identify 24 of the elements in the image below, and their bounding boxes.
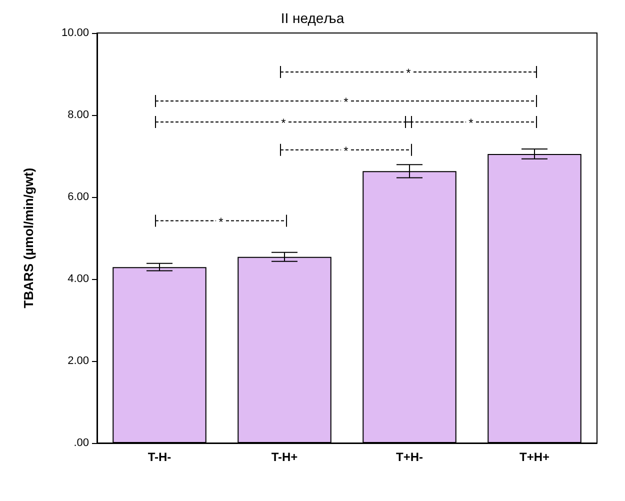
y-tick-label: 10.00 [61,27,89,39]
annotation: * [218,214,224,229]
significance-bracket: * [155,214,287,229]
annotation: * [281,116,286,130]
chart-title: II недеља [280,10,344,26]
x-tick-label: T+H- [396,450,424,464]
annotation: * [344,144,349,158]
annotation: * [406,66,412,80]
y-tick-label: .00 [74,437,89,449]
y-tick-label: 2.00 [68,355,89,367]
x-tick-label: T-H- [148,450,172,464]
annotation: * [344,95,349,110]
x-tick-label: T+H+ [519,450,550,464]
y-axis-title: TBARS (µmol/min/gwt) [21,168,36,308]
y-tick-label: 4.00 [68,273,89,285]
y-tick-label: 6.00 [68,191,89,203]
significance-bracket: * [280,65,537,80]
significance-bracket: * [405,115,537,130]
significance-bracket: * [280,143,412,158]
x-tick-label: T-H+ [271,450,298,464]
y-tick-label: 8.00 [68,109,89,121]
annotation: * [468,116,474,130]
significance-bracket: * [155,115,412,130]
significance-bracket: * [155,94,537,110]
